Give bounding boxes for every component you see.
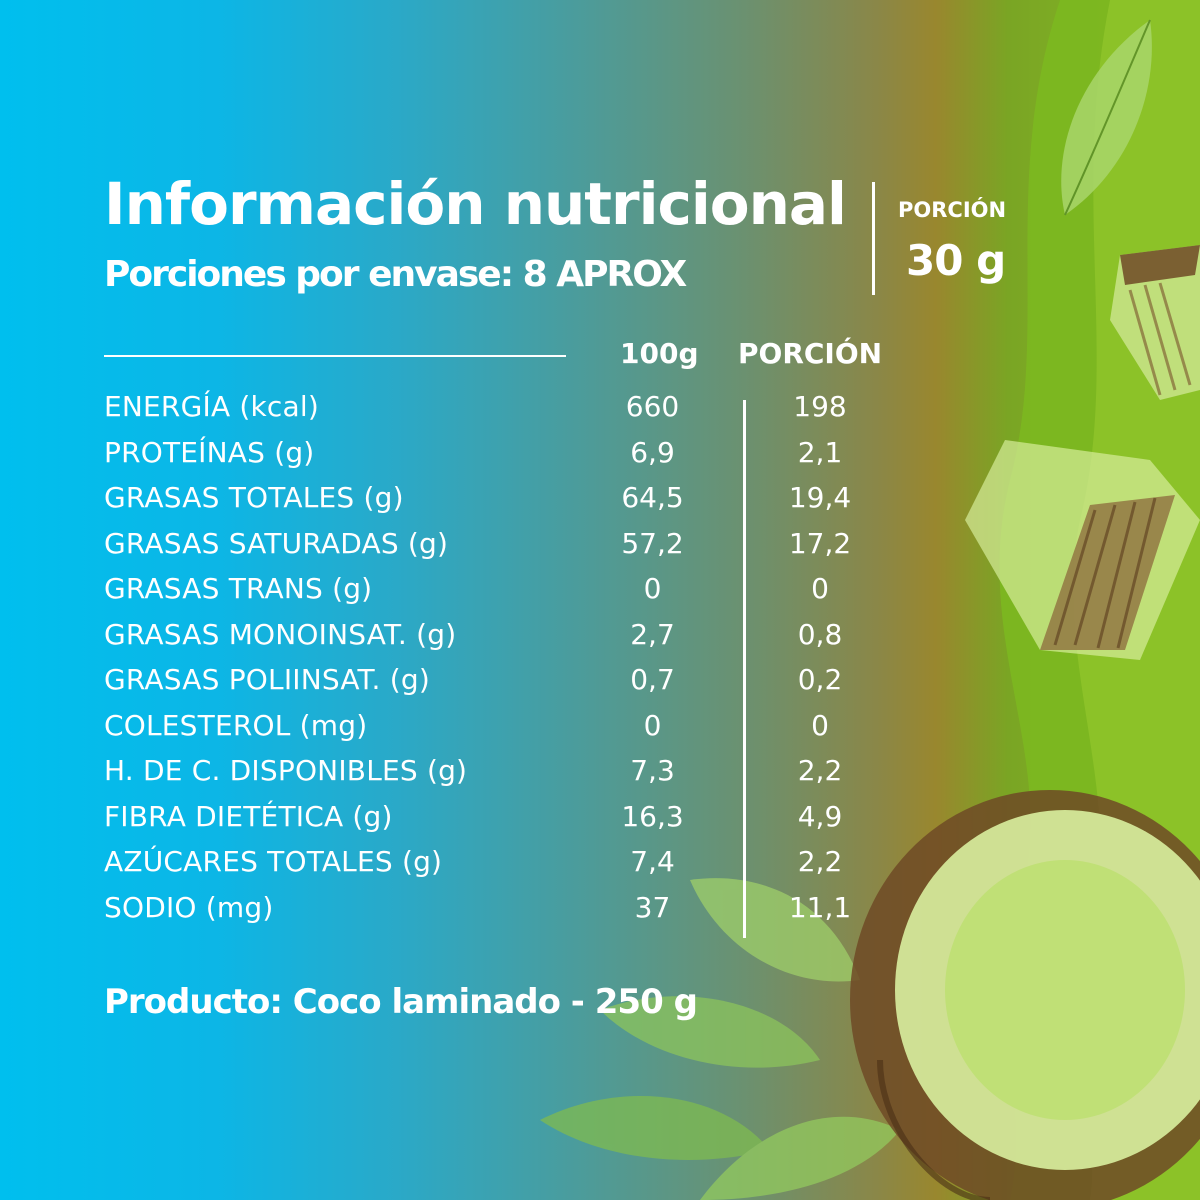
nutrient-name: COLESTEROL (mg) [104,708,368,742]
header-divider [872,182,875,295]
nutrient-name: GRASAS TOTALES (g) [104,481,404,514]
value-per-100g: 0 [643,708,662,742]
coconut-chunk-icon [1110,245,1200,400]
value-per-100g: 0,7 [630,663,675,696]
nutrient-name: PROTEÍNAS (g) [104,435,315,469]
column-header-portion: PORCIÓN [738,337,883,370]
leaf-icon [1061,19,1152,216]
nutrient-name: AZÚCARES TOTALES (g) [104,845,443,878]
value-per-100g: 37 [634,890,671,924]
value-per-100g: 0 [643,572,662,605]
value-per-portion: 2,1 [797,435,843,469]
value-per-portion: 19,4 [788,481,852,514]
table-row: GRASAS POLIINSAT. (g) 0,7 0,2 [0,659,1200,705]
value-per-100g: 7,3 [630,754,675,787]
table-row: GRASAS TRANS (g) 0 0 [0,568,1200,614]
value-per-portion: 2,2 [797,754,843,787]
table-row: SODIO (mg) 37 11,1 [0,887,1200,933]
value-per-100g: 57,2 [621,526,684,560]
table-row: GRASAS MONOINSAT. (g) 2,7 0,8 [0,614,1200,660]
leaf-icon [540,878,900,1200]
nutrient-name: GRASAS POLIINSAT. (g) [104,663,430,696]
product-name: Producto: Coco laminado - 250 g [104,982,698,1022]
value-per-portion: 0 [811,572,829,605]
table-row: FIBRA DIETÉTICA (g) 16,3 4,9 [0,796,1200,842]
table-row: AZÚCARES TOTALES (g) 7,4 2,2 [0,841,1200,887]
table-row: COLESTEROL (mg) 0 0 [0,705,1200,751]
value-per-100g: 7,4 [630,845,675,878]
value-per-portion: 0,8 [797,617,843,651]
table-row: GRASAS TOTALES (g) 64,5 19,4 [0,477,1200,523]
value-per-100g: 660 [625,390,680,423]
portion-size: 30 g [906,236,1006,285]
value-per-portion: 2,2 [797,845,843,878]
page-title: Información nutricional [104,170,847,238]
value-per-portion: 11,1 [788,890,852,924]
nutrient-name: FIBRA DIETÉTICA (g) [104,799,393,833]
column-header-100g: 100g [620,337,699,370]
coconut-half-icon [850,790,1200,1200]
nutrient-name: SODIO (mg) [104,890,274,924]
value-per-portion: 0,2 [797,663,843,696]
nutrient-name: H. DE C. DISPONIBLES (g) [104,754,468,787]
value-per-portion: 0 [811,708,829,742]
table-row: ENERGÍA (kcal) 660 198 [0,386,1200,432]
nutrient-name: GRASAS TRANS (g) [104,572,373,605]
table-header-rule [104,355,566,357]
nutrient-name: GRASAS MONOINSAT. (g) [104,617,457,651]
value-per-100g: 2,7 [630,617,675,651]
nutrient-name: ENERGÍA (kcal) [104,390,319,423]
servings-per-package: Porciones por envase: 8 APROX [104,254,687,295]
table-column-divider [743,400,746,938]
portion-label: PORCIÓN [898,198,1007,222]
value-per-100g: 16,3 [621,799,684,833]
nutrient-name: GRASAS SATURADAS (g) [104,526,449,560]
value-per-portion: 198 [793,390,847,423]
value-per-portion: 17,2 [788,526,852,560]
table-row: H. DE C. DISPONIBLES (g) 7,3 2,2 [0,750,1200,796]
nutrition-table: ENERGÍA (kcal) 660 198 PROTEÍNAS (g) 6,9… [0,386,1200,932]
coconut-chunk-icon [965,440,1200,660]
table-row: GRASAS SATURADAS (g) 57,2 17,2 [0,523,1200,569]
value-per-100g: 6,9 [630,435,675,469]
table-row: PROTEÍNAS (g) 6,9 2,1 [0,432,1200,478]
value-per-portion: 4,9 [797,799,843,833]
value-per-100g: 64,5 [621,481,684,514]
